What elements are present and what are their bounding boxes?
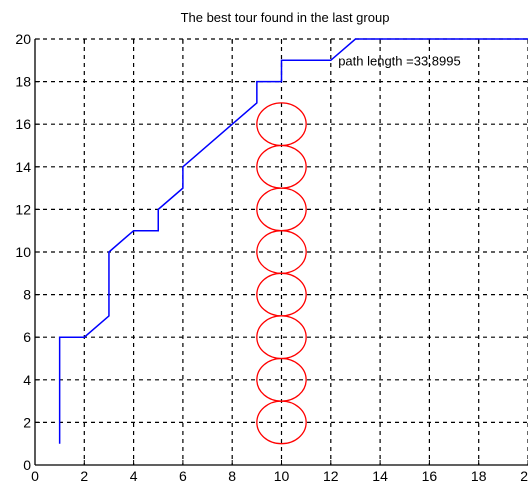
x-tick-label: 10 <box>274 468 290 484</box>
x-tick-label: 6 <box>179 468 187 484</box>
y-tick-label: 18 <box>15 74 31 90</box>
x-tick-label: 12 <box>323 468 339 484</box>
x-tick-labels: 0 2 4 6 8 10 12 14 16 18 20 <box>31 468 528 484</box>
x-tick-label: 4 <box>130 468 138 484</box>
y-tick-label: 16 <box>15 116 31 132</box>
y-tick-label: 8 <box>23 287 31 303</box>
grid-lines <box>35 38 528 465</box>
x-tick-label: 20 <box>520 468 528 484</box>
y-tick-label: 2 <box>23 414 31 430</box>
x-tick-label: 18 <box>471 468 487 484</box>
axes <box>34 38 528 466</box>
x-tick-label: 16 <box>422 468 438 484</box>
chart-title: The best tour found in the last group <box>181 10 390 25</box>
y-tick-labels: 0 2 4 6 8 10 12 14 16 18 20 <box>15 31 31 473</box>
x-tick-label: 8 <box>228 468 236 484</box>
y-tick-label: 14 <box>15 159 31 175</box>
x-tick-label: 0 <box>31 468 39 484</box>
y-tick-label: 12 <box>15 201 31 217</box>
y-tick-label: 4 <box>23 372 31 388</box>
x-tick-label: 14 <box>372 468 388 484</box>
tour-path <box>58 38 528 444</box>
node-circles <box>256 102 307 445</box>
y-tick-label: 0 <box>23 457 31 473</box>
x-tick-label: 2 <box>80 468 88 484</box>
path-length-annotation: path length =33.8995 <box>338 53 461 68</box>
y-tick-label: 6 <box>23 329 31 345</box>
y-tick-label: 20 <box>15 31 31 47</box>
node-circle <box>256 102 307 147</box>
y-tick-label: 10 <box>15 244 31 260</box>
tour-path-line <box>58 38 528 444</box>
